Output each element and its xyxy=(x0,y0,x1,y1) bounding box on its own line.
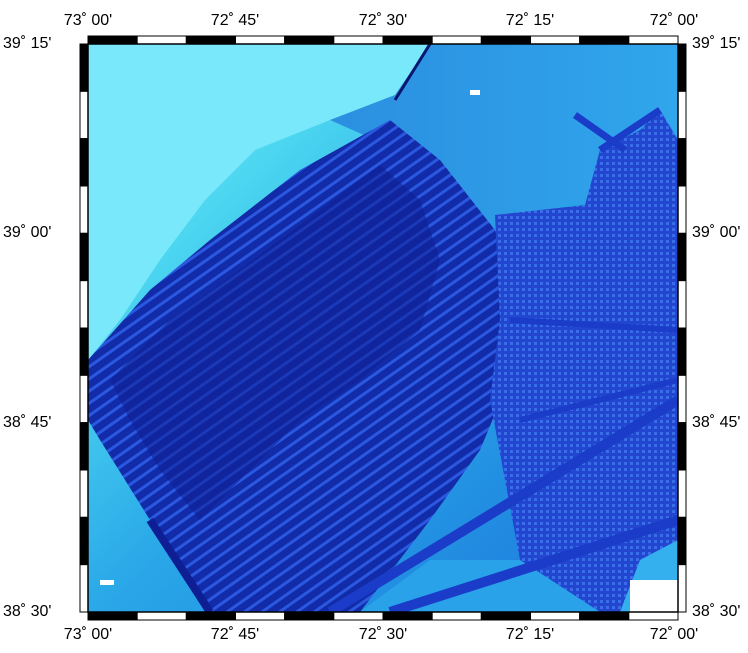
frame-tick-left xyxy=(79,327,89,376)
frame-tick-top xyxy=(628,35,679,45)
frame-tick-left xyxy=(79,422,89,471)
frame-tick-top xyxy=(431,35,482,45)
frame-tick-right xyxy=(677,516,687,566)
frame-tick-left xyxy=(79,90,89,140)
frame-tick-left xyxy=(79,138,89,187)
frame-tick-bottom xyxy=(87,611,138,621)
frame-tick-top xyxy=(333,35,384,45)
frame-tick-bottom xyxy=(530,611,581,621)
frame-tick-top xyxy=(136,35,187,45)
shallow-shelf-region xyxy=(88,44,430,360)
frame-tick-left xyxy=(79,516,89,566)
canyon-band xyxy=(110,165,440,520)
lon-label-top: 72˚ 15' xyxy=(505,12,555,29)
no-data-gap xyxy=(630,580,678,612)
frame-tick-top xyxy=(185,35,236,45)
map-border xyxy=(87,43,679,613)
lon-label-top: 72˚ 45' xyxy=(210,12,260,29)
frame-tick-left xyxy=(79,564,89,613)
frame-tick-top xyxy=(87,35,138,45)
survey-track-line xyxy=(146,517,214,612)
frame-tick-bottom xyxy=(235,611,286,621)
lon-label-bottom: 72˚ 30' xyxy=(358,626,408,643)
frame-tick-right xyxy=(677,185,687,234)
no-data-gap xyxy=(100,580,114,585)
frame-tick-top xyxy=(579,35,630,45)
frame-tick-top xyxy=(530,35,581,45)
survey-track-line xyxy=(572,112,628,153)
frame-tick-top xyxy=(382,35,433,45)
frame-tick-bottom xyxy=(136,611,187,621)
frame-tick-right xyxy=(677,469,687,518)
lat-label-left: 39˚ 00' xyxy=(3,224,52,241)
lat-label-left: 38˚ 45' xyxy=(3,414,52,431)
map-area xyxy=(88,44,678,612)
frame-tick-right xyxy=(677,43,687,92)
frame-tick-right xyxy=(677,422,687,471)
map-frame xyxy=(79,35,687,621)
frame-tick-bottom xyxy=(185,611,236,621)
lon-label-top: 73˚ 00' xyxy=(63,12,113,29)
frame-tick-bottom xyxy=(431,611,482,621)
lon-label-top: 72˚ 00' xyxy=(649,12,699,29)
lat-label-left: 38˚ 30' xyxy=(3,603,52,620)
survey-track-line xyxy=(393,44,432,101)
lon-label-bottom: 73˚ 00' xyxy=(63,626,113,643)
frame-tick-bottom xyxy=(382,611,433,621)
frame-tick-left xyxy=(79,374,89,424)
frame-tick-left xyxy=(79,469,89,518)
survey-track-line xyxy=(388,515,678,612)
frame-tick-right xyxy=(677,564,687,613)
frame-tick-bottom xyxy=(333,611,384,621)
lon-label-bottom: 72˚ 15' xyxy=(505,626,555,643)
lat-label-right: 39˚ 00' xyxy=(692,224,741,241)
survey-track-line xyxy=(327,395,678,612)
frame-tick-right xyxy=(677,374,687,424)
lat-label-left: 39˚ 15' xyxy=(3,35,52,52)
lat-label-right: 39˚ 15' xyxy=(692,35,741,52)
lon-label-bottom: 72˚ 00' xyxy=(649,626,699,643)
frame-tick-bottom xyxy=(480,611,532,621)
frame-tick-top xyxy=(284,35,335,45)
frame-tick-right xyxy=(677,138,687,187)
frame-tick-left xyxy=(79,185,89,234)
frame-tick-bottom xyxy=(628,611,679,621)
frame-tick-right xyxy=(677,90,687,140)
frame-tick-left xyxy=(79,43,89,92)
lat-label-right: 38˚ 30' xyxy=(692,603,741,620)
frame-tick-bottom xyxy=(284,611,335,621)
frame-tick-right xyxy=(677,280,687,329)
lon-label-top: 72˚ 30' xyxy=(358,12,408,29)
survey-track-line xyxy=(509,317,678,333)
frame-tick-right xyxy=(677,232,687,282)
no-data-gap xyxy=(470,90,480,95)
frame-tick-top xyxy=(235,35,286,45)
survey-track-line xyxy=(519,377,678,423)
frame-tick-left xyxy=(79,232,89,282)
frame-tick-top xyxy=(480,35,532,45)
frame-tick-right xyxy=(677,327,687,376)
lat-label-right: 38˚ 45' xyxy=(692,414,741,431)
frame-tick-bottom xyxy=(579,611,630,621)
lon-label-bottom: 72˚ 45' xyxy=(210,626,260,643)
frame-tick-left xyxy=(79,280,89,329)
